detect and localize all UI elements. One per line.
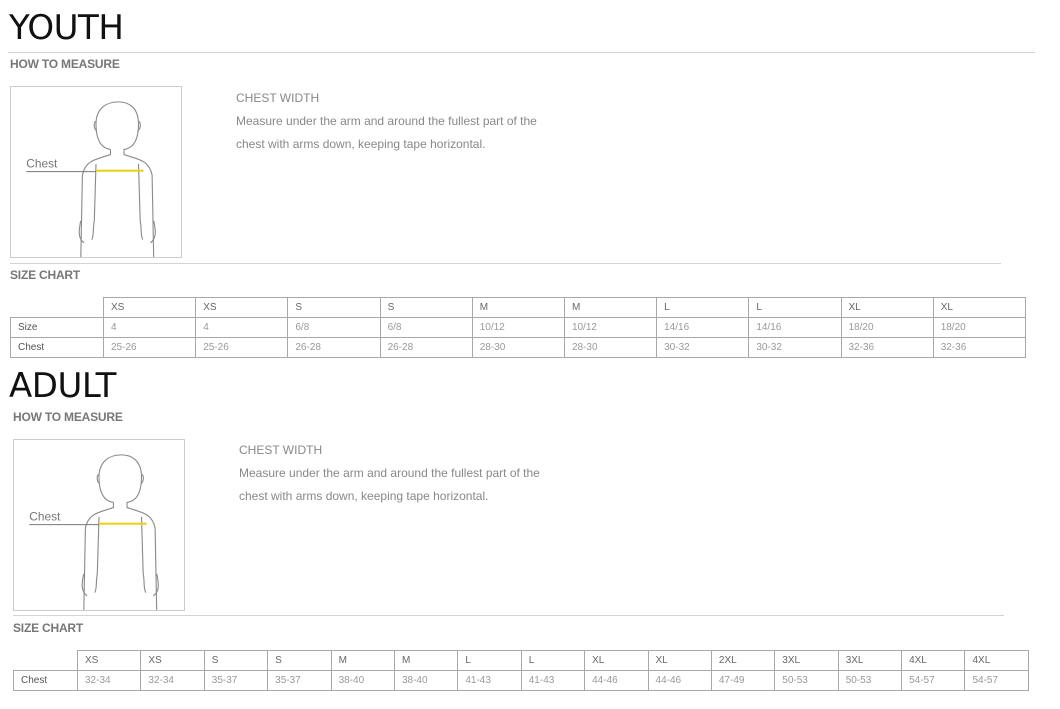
how-to-measure-label: HOW TO MEASURE	[13, 410, 123, 424]
size-column-header: L	[748, 297, 842, 318]
size-column-header: S	[379, 297, 473, 318]
divider	[8, 52, 1035, 53]
section-title: ADULT	[9, 366, 116, 406]
table-cell: 18/20	[840, 317, 934, 338]
table-cell: 35-37	[267, 670, 332, 691]
size-column-header: 2XL	[710, 650, 776, 671]
size-column-header: S	[203, 650, 269, 671]
table-cell: 41-43	[457, 670, 522, 691]
table-cell: 38-40	[330, 670, 395, 691]
human-torso-illustration: Chest	[29, 454, 159, 617]
size-column-header: L	[520, 650, 586, 671]
table-cell: 25-26	[102, 337, 197, 358]
table-cell: 50-53	[837, 670, 903, 691]
table-cell: 14/16	[656, 317, 750, 338]
size-column-header: XL	[584, 650, 649, 671]
row-label: Size	[10, 317, 104, 338]
measure-line: Measure under the arm and around the ful…	[236, 114, 537, 128]
empty-header-cell	[13, 650, 78, 671]
measure-line: Measure under the arm and around the ful…	[239, 466, 540, 480]
table-cell: 54-57	[901, 670, 966, 691]
table-cell: 14/16	[748, 317, 842, 338]
section-title: YOUTH	[9, 8, 124, 48]
size-column-header: 3XL	[837, 650, 903, 671]
table-cell: 54-57	[964, 670, 1029, 691]
size-column-header: M	[330, 650, 395, 671]
measure-description: CHEST WIDTH Measure under the arm and ar…	[239, 439, 540, 508]
table-cell: 44-46	[584, 670, 649, 691]
table-cell: 4	[102, 317, 197, 338]
table-row: Chest 25-26 25-26 26-28 26-28 28-30 28-30 30-32…	[10, 337, 1027, 358]
table-cell: 44-46	[647, 670, 712, 691]
measure-title: CHEST WIDTH	[236, 91, 320, 105]
size-column-header: M	[393, 650, 459, 671]
size-column-header: XL	[932, 297, 1027, 318]
size-chart-label: SIZE CHART	[10, 268, 81, 282]
table-header-row: XS XS S S M M L L XL XL	[10, 297, 1027, 318]
size-column-header: 3XL	[774, 650, 839, 671]
table-cell: 18/20	[932, 317, 1027, 338]
table-cell: 26-28	[287, 337, 381, 358]
size-column-header: 4XL	[901, 650, 966, 671]
empty-header-cell	[10, 297, 104, 318]
table-cell: 30-32	[748, 337, 842, 358]
table-cell: 50-53	[774, 670, 839, 691]
size-column-header: XS	[140, 650, 205, 671]
size-column-header: S	[287, 297, 381, 318]
table-cell: 32-34	[76, 670, 142, 691]
body-measure-figure: Chest	[10, 86, 182, 264]
table-cell: 38-40	[393, 670, 459, 691]
human-torso-illustration: Chest	[26, 101, 156, 264]
table-row: Chest 32-34 32-34 35-37 35-37 38-40 38-40 41-43…	[13, 670, 1029, 691]
size-column-header: XS	[102, 297, 197, 318]
table-cell: 28-30	[471, 337, 565, 358]
table-cell: 35-37	[203, 670, 269, 691]
table-cell: 26-28	[379, 337, 473, 358]
measure-line: chest with arms down, keeping tape horiz…	[239, 489, 489, 503]
table-cell: 10/12	[471, 317, 565, 338]
size-column-header: L	[457, 650, 522, 671]
table-cell: 30-32	[656, 337, 750, 358]
size-chart-table: XS XS S S M M L L XL XL Size 4 4 6/8 6/8 10/12 10/12 14/1…	[10, 297, 1027, 358]
table-cell: 6/8	[287, 317, 381, 338]
body-measure-figure: Chest	[13, 439, 185, 617]
how-to-measure-label: HOW TO MEASURE	[10, 57, 120, 71]
size-column-header: M	[471, 297, 565, 318]
size-column-header: M	[563, 297, 658, 318]
measure-line: chest with arms down, keeping tape horiz…	[236, 137, 486, 151]
divider	[10, 263, 1001, 264]
size-chart-label: SIZE CHART	[13, 621, 84, 635]
table-cell: 32-34	[140, 670, 205, 691]
table-cell: 4	[195, 317, 289, 338]
size-column-header: XS	[76, 650, 142, 671]
size-column-header: 4XL	[964, 650, 1029, 671]
table-cell: 10/12	[563, 317, 658, 338]
table-cell: 47-49	[710, 670, 776, 691]
table-cell: 32-36	[932, 337, 1027, 358]
table-cell: 32-36	[840, 337, 934, 358]
size-column-header: XL	[840, 297, 934, 318]
size-column-header: XS	[195, 297, 289, 318]
chest-label: Chest	[26, 156, 58, 170]
measure-title: CHEST WIDTH	[239, 443, 323, 457]
size-column-header: XL	[647, 650, 712, 671]
chest-label: Chest	[29, 509, 61, 523]
size-chart-table: XS XS S S M M L L XL XL 2XL 3XL 3XL 4XL 4XL Chest 32-34 3…	[13, 650, 1029, 691]
size-column-header: S	[267, 650, 332, 671]
table-cell: 6/8	[379, 317, 473, 338]
table-cell: 25-26	[195, 337, 289, 358]
measure-description: CHEST WIDTH Measure under the arm and ar…	[236, 87, 537, 156]
row-label: Chest	[10, 337, 104, 358]
table-cell: 41-43	[520, 670, 586, 691]
table-header-row: XS XS S S M M L L XL XL 2XL 3XL 3XL 4XL 4XL	[13, 650, 1029, 671]
table-cell: 28-30	[563, 337, 658, 358]
size-column-header: L	[656, 297, 750, 318]
divider	[13, 615, 1004, 616]
table-row: Size 4 4 6/8 6/8 10/12 10/12 14/16 14/16 18/20 18/…	[10, 317, 1027, 338]
row-label: Chest	[13, 670, 78, 691]
